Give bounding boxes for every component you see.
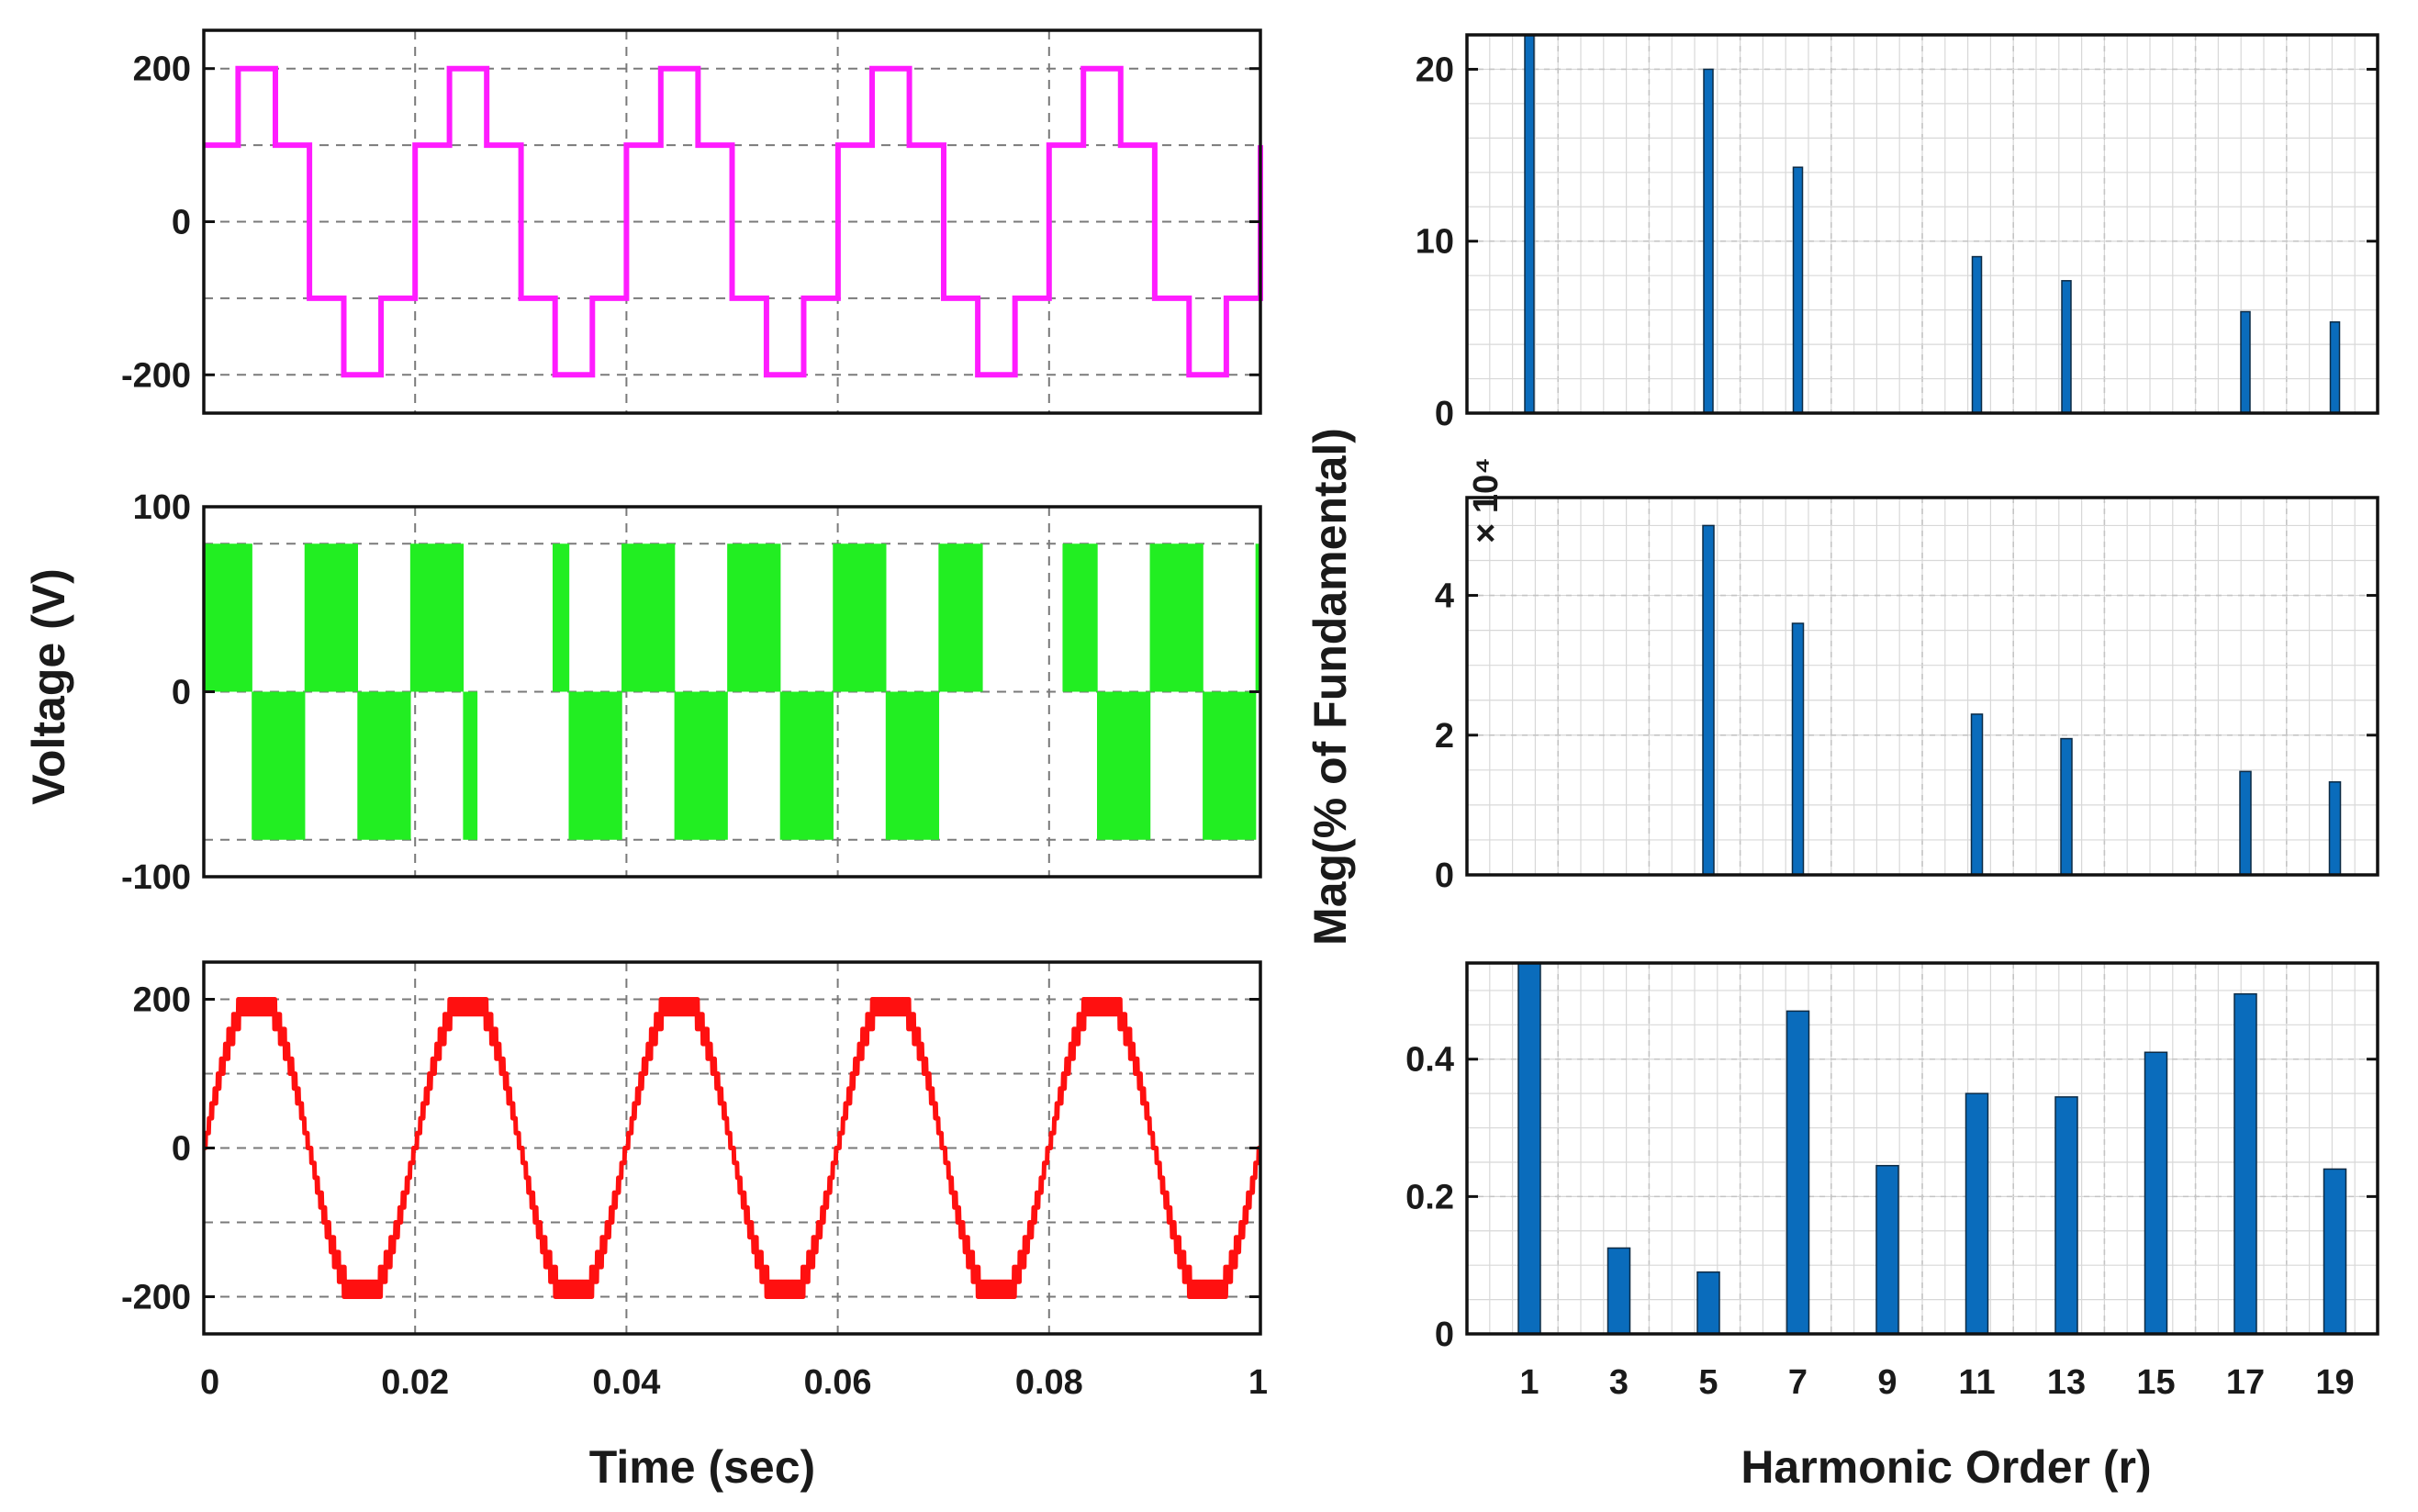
- harmonic-bar-11: [1970, 713, 1984, 876]
- harmonic-top-frame: [1465, 33, 2379, 415]
- harmonic-spectrum-bottom: 0 0.2 0.4: [1405, 961, 2379, 1354]
- pwm-pulses: [203, 543, 1261, 840]
- y-tick-label: 2: [1435, 717, 1454, 756]
- time-axis-title: Time (sec): [589, 1441, 815, 1493]
- harmonic-bottom-frame: [1465, 961, 2379, 1336]
- harmonic-spectrum-top: 0 10 20: [1416, 33, 2379, 433]
- harmonic-bar-1: [1524, 34, 1535, 414]
- harmonic-bar-7: [1786, 1010, 1810, 1335]
- harmonic-bar-13: [2060, 737, 2073, 876]
- harmonic-bar-11: [1965, 1092, 1989, 1335]
- y-tick-label: 0.2: [1405, 1178, 1454, 1216]
- harmonic-bottom-bars: [1517, 962, 2347, 1335]
- y-tick-label: -100: [121, 858, 191, 897]
- y-tick-label: 0: [172, 674, 191, 712]
- harmonic-middle-frame: [1465, 496, 2379, 877]
- voltage-axis-title: Voltage (V): [23, 568, 74, 804]
- harmonic-tick-label: 11: [1958, 1363, 1995, 1402]
- stepped-voltage-line: [204, 65, 1263, 378]
- time-tick-label: 0.04: [592, 1363, 660, 1402]
- harmonic-bar-5: [1696, 1271, 1720, 1335]
- y-tick-label: 0: [1435, 1316, 1454, 1354]
- output-voltage-y-ticks: 200 0 -200: [121, 981, 1260, 1317]
- harmonic-bar-17: [2233, 992, 2257, 1335]
- y-tick-label: 4: [1435, 577, 1454, 616]
- harmonic-middle-bars: [1702, 524, 2342, 876]
- time-tick-label: 0.08: [1015, 1363, 1083, 1402]
- time-tick-label: 0.02: [381, 1363, 449, 1402]
- harmonic-bar-7: [1791, 622, 1805, 876]
- time-tick-label: 0: [200, 1363, 219, 1402]
- harmonic-bar-17: [2240, 310, 2251, 414]
- exponent-label: × 10⁴: [1467, 457, 1506, 543]
- stepped-voltage-y-ticks: 200 0 -200: [121, 50, 1260, 395]
- harmonic-bar-7: [1792, 166, 1804, 414]
- time-tick-label: 0.06: [804, 1363, 872, 1402]
- output-voltage-waveform: [201, 997, 1263, 1299]
- y-tick-label: 0: [172, 1130, 191, 1169]
- harmonic-bar-5: [1702, 524, 1715, 876]
- output-voltage-plot: 200 0 -200: [121, 960, 1263, 1336]
- pwm-voltage-plot: 100 0 -100: [121, 488, 1262, 897]
- harmonic-axis-ticks: 1 3 5 7 9 11 13 15 17 19: [1519, 1363, 2354, 1402]
- y-tick-label: 0: [1435, 395, 1454, 433]
- harmonic-bar-19: [2329, 321, 2341, 414]
- harmonic-tick-label: 3: [1609, 1363, 1629, 1402]
- harmonic-bottom-y-ticks: 0 0.2 0.4: [1405, 1041, 2378, 1354]
- harmonic-bar-19: [2323, 1168, 2347, 1335]
- harmonic-tick-label: 19: [2315, 1363, 2354, 1402]
- stepped-voltage-waveform: [204, 65, 1263, 378]
- harmonic-tick-label: 1: [1519, 1363, 1539, 1402]
- y-tick-label: 0.4: [1405, 1041, 1454, 1080]
- y-tick-label: -200: [121, 1279, 191, 1317]
- harmonic-bar-11: [1971, 255, 1983, 414]
- output-voltage-line: [201, 997, 1263, 1299]
- y-tick-label: 200: [133, 981, 191, 1020]
- y-tick-label: 0: [172, 204, 191, 242]
- harmonic-axis-title: Harmonic Order (r): [1741, 1441, 2151, 1493]
- harmonic-bar-19: [2328, 781, 2342, 876]
- harmonic-middle-y-ticks: 0 2 4: [1435, 577, 2378, 895]
- harmonic-bar-15: [2144, 1051, 2168, 1335]
- time-tick-label: 1: [1248, 1363, 1268, 1402]
- harmonic-top-bars: [1524, 34, 2341, 414]
- y-tick-label: 200: [133, 50, 191, 89]
- pwm-voltage-waveform: [203, 543, 1261, 840]
- harmonic-bar-9: [1875, 1164, 1899, 1335]
- harmonic-tick-label: 9: [1877, 1363, 1897, 1402]
- harmonic-bar-5: [1703, 68, 1714, 414]
- harmonic-bar-1: [1517, 962, 1541, 1335]
- y-tick-label: 0: [1435, 857, 1454, 895]
- y-tick-label: 100: [133, 488, 191, 527]
- harmonic-bar-17: [2239, 770, 2252, 876]
- harmonic-bar-13: [2054, 1096, 2078, 1335]
- stepped-voltage-plot: 200 0 -200: [121, 28, 1263, 415]
- harmonic-tick-label: 7: [1788, 1363, 1808, 1402]
- y-tick-label: -200: [121, 356, 191, 395]
- harmonic-tick-label: 17: [2226, 1363, 2265, 1402]
- harmonic-tick-label: 5: [1698, 1363, 1718, 1402]
- y-tick-label: 10: [1416, 223, 1454, 262]
- time-axis-ticks: 0 0.02 0.04 0.06 0.08 1: [200, 1363, 1268, 1402]
- harmonic-bar-3: [1606, 1247, 1631, 1335]
- y-tick-label: 20: [1416, 50, 1454, 89]
- pwm-voltage-y-ticks: 100 0 -100: [121, 488, 1260, 897]
- magnitude-axis-title: Mag(% of Fundamental): [1304, 428, 1356, 946]
- harmonic-tick-label: 13: [2047, 1363, 2086, 1402]
- harmonic-spectrum-middle: 0 2 4 × 10⁴: [1435, 457, 2379, 895]
- harmonic-top-y-ticks: 0 10 20: [1416, 50, 2378, 433]
- harmonic-tick-label: 15: [2136, 1363, 2175, 1402]
- harmonic-bar-13: [2061, 280, 2072, 414]
